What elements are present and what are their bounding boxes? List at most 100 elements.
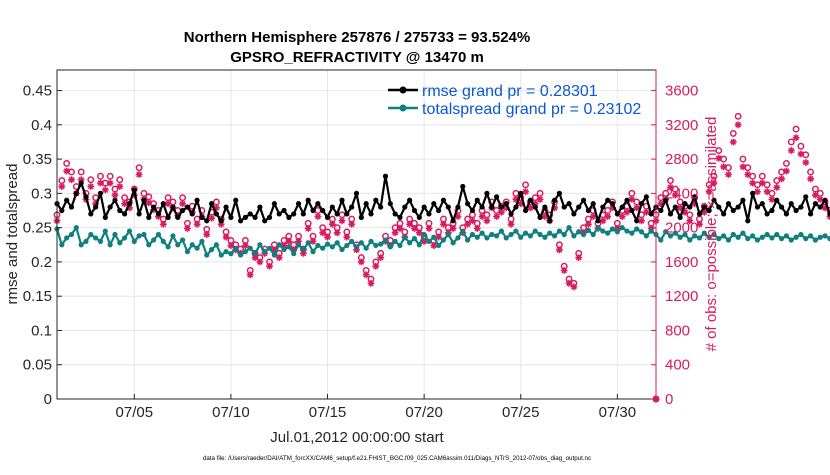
obs-assimilated-marker bbox=[537, 196, 544, 203]
totalspread-point bbox=[64, 235, 69, 240]
rmse-point bbox=[248, 211, 253, 216]
totalspread-point bbox=[451, 240, 456, 245]
totalspread-point bbox=[687, 237, 692, 242]
obs-assimilated-marker bbox=[310, 238, 317, 245]
totalspread-point bbox=[59, 242, 64, 247]
obs-possible-marker bbox=[813, 186, 818, 191]
obs-assimilated-marker bbox=[469, 217, 476, 224]
right-tick-label: 1200 bbox=[665, 288, 698, 305]
rmse-point bbox=[489, 204, 494, 209]
x-tick-label: 07/15 bbox=[309, 404, 347, 421]
totalspread-point bbox=[629, 231, 634, 236]
totalspread-point bbox=[417, 242, 422, 247]
obs-assimilated-marker bbox=[556, 247, 563, 254]
obs-assimilated-marker bbox=[339, 217, 346, 224]
obs-assimilated-marker bbox=[720, 163, 727, 170]
rmse-point bbox=[180, 208, 185, 213]
totalspread-point bbox=[494, 233, 499, 238]
obs-assimilated-marker bbox=[474, 225, 481, 232]
totalspread-point bbox=[219, 252, 224, 257]
totalspread-point bbox=[755, 237, 760, 242]
rmse-point bbox=[533, 204, 538, 209]
totalspread-point bbox=[185, 249, 190, 254]
rmse-point bbox=[566, 201, 571, 206]
totalspread-point bbox=[199, 239, 204, 244]
rmse-point bbox=[204, 218, 209, 223]
rmse-point bbox=[175, 215, 180, 220]
obs-assimilated-marker bbox=[783, 168, 790, 175]
obs-assimilated-marker bbox=[179, 200, 186, 207]
rmse-point bbox=[721, 211, 726, 216]
legend-spread-label: totalspread grand pr = 0.23102 bbox=[422, 101, 641, 118]
left-tick-label: 0 bbox=[44, 391, 52, 408]
totalspread-point bbox=[137, 233, 142, 238]
obs-assimilated-marker bbox=[257, 259, 264, 266]
rmse-point bbox=[504, 201, 509, 206]
rmse-point bbox=[460, 184, 465, 189]
rmse-point bbox=[233, 198, 238, 203]
obs-assimilated-marker bbox=[58, 183, 65, 190]
totalspread-point bbox=[190, 242, 195, 247]
obs-assimilated-marker bbox=[203, 231, 210, 238]
rmse-point bbox=[818, 204, 823, 209]
totalspread-point bbox=[547, 231, 552, 236]
right-tick-label: 2800 bbox=[665, 151, 698, 168]
obs-possible-marker bbox=[793, 126, 798, 131]
totalspread-point bbox=[610, 226, 615, 231]
rmse-point bbox=[194, 198, 199, 203]
totalspread-point bbox=[132, 239, 137, 244]
rmse-point bbox=[151, 204, 156, 209]
rmse-point bbox=[277, 211, 282, 216]
left-tick-label: 0.45 bbox=[23, 83, 52, 100]
obs-assimilated-marker bbox=[102, 187, 109, 194]
obs-assimilated-marker bbox=[604, 213, 611, 220]
legend-spread-marker bbox=[400, 105, 407, 112]
rmse-point bbox=[552, 198, 557, 203]
rmse-point bbox=[141, 198, 146, 203]
rmse-point bbox=[547, 218, 552, 223]
totalspread-point bbox=[79, 242, 84, 247]
right-tick-label: 2000 bbox=[665, 220, 698, 237]
rmse-point bbox=[615, 211, 620, 216]
obs-possible-marker bbox=[740, 156, 745, 161]
rmse-point bbox=[600, 204, 605, 209]
rmse-point bbox=[528, 198, 533, 203]
rmse-point bbox=[769, 208, 774, 213]
rmse-point bbox=[793, 208, 798, 213]
obs-assimilated-marker bbox=[744, 171, 751, 178]
right-tick-label: 1600 bbox=[665, 254, 698, 271]
totalspread-point bbox=[281, 247, 286, 252]
totalspread-point bbox=[368, 239, 373, 244]
rmse-point bbox=[301, 211, 306, 216]
rmse-point bbox=[161, 201, 166, 206]
obs-assimilated-marker bbox=[315, 213, 322, 220]
rmse-point bbox=[595, 218, 600, 223]
totalspread-point bbox=[624, 228, 629, 233]
totalspread-point bbox=[426, 239, 431, 244]
rmse-point bbox=[610, 201, 615, 206]
obs-assimilated-marker bbox=[769, 196, 776, 203]
rmse-point bbox=[243, 215, 248, 220]
x-tick-label: 07/25 bbox=[502, 404, 540, 421]
totalspread-point bbox=[489, 232, 494, 237]
obs-assimilated-marker bbox=[397, 225, 404, 232]
totalspread-point bbox=[808, 233, 813, 238]
right-tick-label: 800 bbox=[665, 322, 690, 339]
rmse-point bbox=[397, 215, 402, 220]
x-axis-label: Jul.01,2012 00:00:00 start bbox=[270, 429, 444, 446]
x-tick-label: 07/10 bbox=[212, 404, 250, 421]
totalspread-point bbox=[108, 242, 113, 247]
totalspread-point bbox=[740, 231, 745, 236]
totalspread-point bbox=[146, 242, 151, 247]
totalspread-point bbox=[233, 246, 238, 251]
rmse-point bbox=[257, 204, 262, 209]
obs-assimilated-marker bbox=[112, 192, 119, 199]
rmse-point bbox=[784, 211, 789, 216]
totalspread-point bbox=[523, 231, 528, 236]
rmse-point bbox=[373, 198, 378, 203]
right-tick-label: 3200 bbox=[665, 117, 698, 134]
totalspread-point bbox=[793, 235, 798, 240]
totalspread-point bbox=[93, 235, 98, 240]
obs-assimilated-marker bbox=[773, 184, 780, 191]
